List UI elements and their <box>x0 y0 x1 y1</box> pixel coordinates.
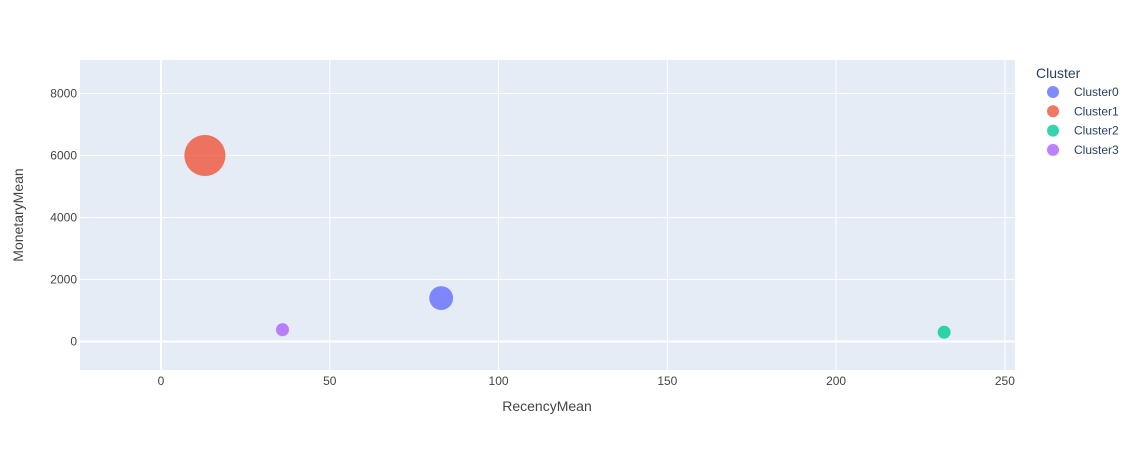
legend-marker <box>1047 124 1059 137</box>
legend-items[interactable]: Cluster0 Cluster1 Cluster2 Cluster3 <box>1047 85 1119 157</box>
bubble-layer[interactable] <box>183 134 952 340</box>
y-tick-labels: 0 2000 4000 6000 8000 <box>50 86 77 348</box>
bubble-cluster2[interactable] <box>937 325 952 340</box>
x-tick-label: 0 <box>158 374 165 388</box>
y-axis-title: MonetaryMean <box>10 168 26 261</box>
legend-item-cluster0[interactable]: Cluster0 <box>1047 85 1119 99</box>
legend-marker <box>1047 143 1059 156</box>
legend-item-cluster1[interactable]: Cluster1 <box>1047 104 1119 118</box>
bubble-cluster0[interactable] <box>428 285 454 311</box>
legend-label: Cluster2 <box>1074 124 1119 138</box>
legend-item-cluster2[interactable]: Cluster2 <box>1047 124 1119 138</box>
legend-label: Cluster1 <box>1074 104 1119 118</box>
y-tick-label: 8000 <box>50 86 77 100</box>
y-tick-label: 4000 <box>50 210 77 224</box>
legend-marker <box>1047 105 1059 118</box>
x-tick-label: 250 <box>995 374 1015 388</box>
plot-area <box>80 60 1015 370</box>
x-tick-label: 100 <box>489 374 509 388</box>
legend-label: Cluster3 <box>1074 143 1119 157</box>
x-axis-title: RecencyMean <box>502 398 592 414</box>
x-tick-label: 50 <box>323 374 337 388</box>
x-tick-label: 150 <box>657 374 677 388</box>
bubble-cluster1[interactable] <box>183 134 226 177</box>
legend-marker <box>1047 86 1059 98</box>
y-tick-label: 6000 <box>50 148 77 162</box>
y-tick-label: 0 <box>70 334 77 348</box>
y-tick-label: 2000 <box>50 272 77 286</box>
legend-title: Cluster <box>1036 65 1081 81</box>
legend[interactable]: Cluster Cluster0 Cluster1 Cluster2 Cluster3 <box>1036 65 1119 157</box>
legend-label: Cluster0 <box>1074 85 1119 99</box>
bubble-cluster3[interactable] <box>275 322 290 337</box>
legend-item-cluster3[interactable]: Cluster3 <box>1047 143 1119 157</box>
x-tick-label: 200 <box>826 374 846 388</box>
x-tick-labels: 0 50 100 150 200 250 <box>158 374 1016 388</box>
grid-layer <box>80 60 1015 370</box>
